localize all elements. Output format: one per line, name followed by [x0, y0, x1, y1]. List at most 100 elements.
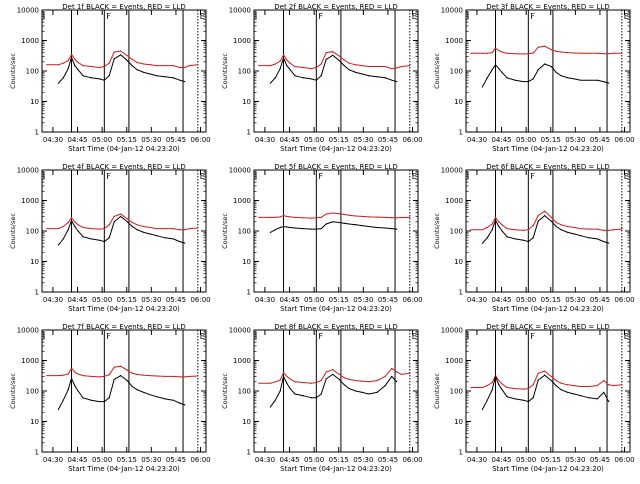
events-point: [498, 67, 500, 70]
lld-point: [368, 65, 370, 68]
lld-point: [368, 216, 370, 218]
events-point: [481, 242, 483, 244]
lld-point: [172, 65, 174, 67]
events-point: [514, 238, 516, 240]
events-point: [603, 391, 605, 393]
lld-point: [567, 384, 569, 386]
flag-label: F: [106, 172, 111, 181]
lld-point: [501, 383, 503, 385]
lld-point: [550, 216, 552, 218]
lld-point: [82, 374, 84, 377]
x-tick-label: 05:30: [353, 456, 373, 464]
panel-det-1: 1 10 100 1000 10000 04:30 04:45 05:00 05:15 05:30…: [9, 3, 211, 153]
events-point: [67, 229, 69, 231]
lld-point: [573, 385, 575, 387]
y-axis-label: Counts/sec: [9, 373, 17, 409]
x-tick-label: 05:15: [541, 456, 561, 464]
events-point: [608, 82, 610, 84]
lld-point: [384, 65, 386, 68]
y-tick-label: 10000: [17, 327, 39, 335]
events-point: [67, 389, 69, 391]
lld-point: [596, 228, 598, 230]
panel-det-4: 1 10 100 1000 10000 04:30 04:45 05:00 05:15 05:30…: [9, 163, 211, 313]
lld-point: [486, 385, 488, 387]
panel-det-2: 1 10 100 1000 10000 04:30 04:45 05:00 05:15 05:30…: [221, 3, 423, 153]
x-tick-label: 06:00: [614, 136, 634, 144]
events-point: [514, 398, 516, 400]
lld-point: [143, 374, 145, 376]
events-point: [560, 75, 562, 77]
flag-label: E: [624, 332, 629, 341]
lld-point: [98, 228, 100, 230]
lld-point: [62, 62, 64, 64]
lld-series-line: [470, 210, 622, 231]
y-tick-label: 10000: [229, 167, 251, 175]
events-point: [580, 395, 582, 397]
lld-point: [172, 227, 174, 230]
chart-title: Det 1f BLACK = Events, RED = LLD: [62, 3, 185, 11]
events-point: [103, 79, 105, 81]
lld-point: [498, 221, 500, 223]
events-point: [355, 71, 357, 73]
events-point: [90, 399, 92, 401]
lld-point: [279, 379, 281, 381]
events-point: [338, 378, 340, 381]
y-tick-label: 100: [26, 228, 39, 236]
lld-point: [120, 50, 122, 52]
lld-point: [522, 229, 525, 231]
y-axis-label: Counts/sec: [433, 373, 441, 409]
flag-label: E: [412, 172, 417, 181]
lld-point: [315, 66, 317, 69]
events-point: [376, 391, 378, 393]
flag-label: F: [530, 172, 535, 181]
lld-point: [302, 381, 304, 384]
x-tick-label: 04:45: [279, 136, 299, 144]
lld-point: [103, 65, 105, 68]
lld-point: [90, 65, 92, 68]
events-point: [302, 227, 304, 230]
lld-point: [409, 372, 411, 374]
events-series-line: [481, 63, 609, 88]
lld-series-line: [258, 51, 410, 70]
events-point: [67, 67, 69, 70]
events-point: [325, 58, 327, 61]
lld-point: [396, 371, 398, 373]
lld-point: [384, 216, 386, 218]
lld-point: [550, 49, 552, 51]
lld-point: [621, 52, 623, 54]
events-point: [269, 82, 271, 84]
y-tick-label: 1000: [445, 197, 463, 205]
events-point: [332, 373, 334, 376]
events-point: [506, 77, 508, 79]
events-point: [126, 221, 128, 223]
y-tick-label: 10000: [17, 7, 39, 15]
lld-point: [491, 52, 493, 54]
x-axis-label: Start Time (04-Jan-12 04:23:20): [280, 145, 392, 153]
events-point: [537, 379, 539, 381]
events-point: [294, 227, 296, 229]
events-point: [544, 374, 546, 376]
events-series-line: [269, 373, 398, 408]
events-point: [506, 236, 508, 238]
events-point: [279, 226, 281, 229]
lld-point: [179, 376, 181, 378]
flag-label: F: [318, 12, 323, 21]
events-point: [143, 231, 145, 233]
events-point: [527, 240, 529, 243]
lld-point: [120, 213, 122, 215]
events-point: [103, 240, 105, 243]
events-point: [279, 390, 281, 392]
lld-point: [289, 216, 291, 218]
events-point: [179, 240, 181, 243]
x-tick-label: 05:00: [516, 456, 536, 464]
events-point: [532, 78, 534, 80]
events-point: [120, 374, 122, 377]
lld-point: [325, 213, 327, 215]
x-tick-label: 04:45: [491, 136, 511, 144]
lld-point: [409, 216, 411, 218]
events-point: [74, 65, 76, 67]
lld-point: [57, 64, 60, 66]
x-axis-label: Start Time (04-Jan-12 04:23:20): [68, 145, 180, 153]
events-point: [286, 226, 288, 228]
